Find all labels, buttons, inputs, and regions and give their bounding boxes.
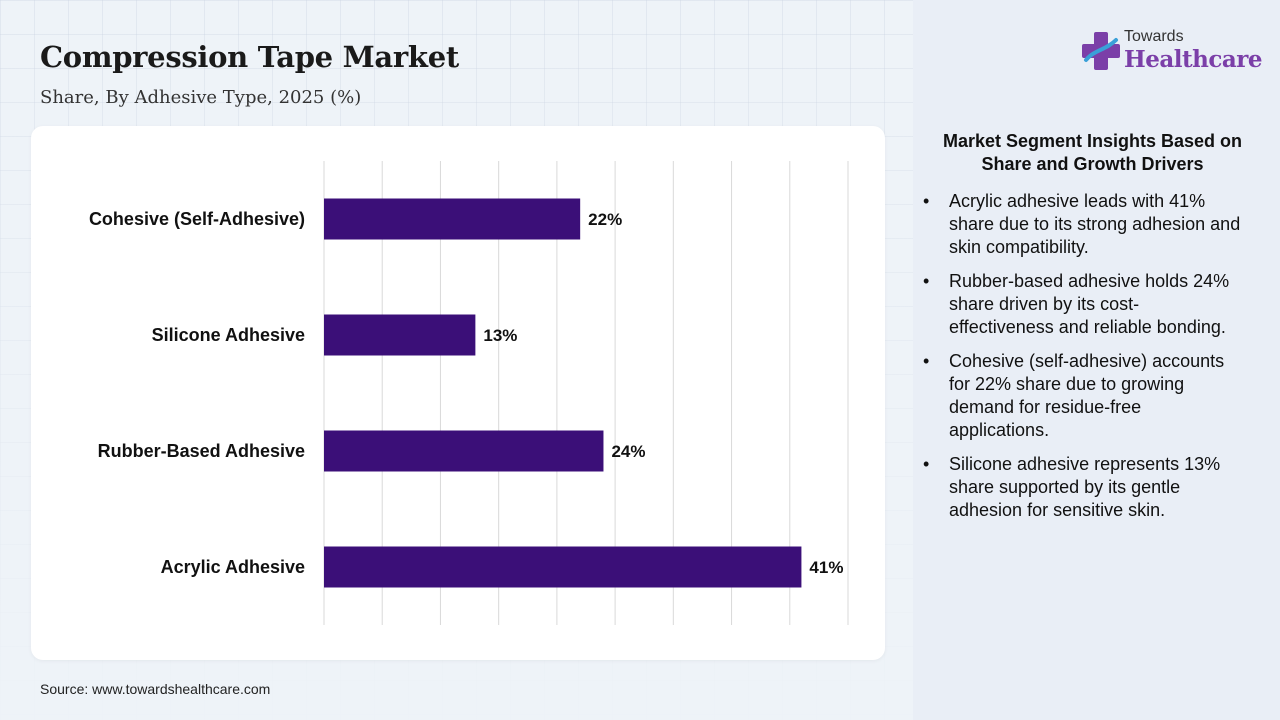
insight-item: • Acrylic adhesive leads with 41% share d… bbox=[923, 190, 1243, 259]
brand-logo: Towards Healthcare bbox=[1080, 28, 1263, 78]
data-label: 24% bbox=[611, 442, 645, 461]
bullet-icon: • bbox=[923, 191, 930, 211]
logo-text-towards: Towards bbox=[1124, 28, 1184, 45]
logo-text-healthcare: Healthcare bbox=[1124, 46, 1263, 73]
insight-item: • Silicone adhesive represents 13% share … bbox=[923, 453, 1243, 522]
bullet-icon: • bbox=[923, 351, 930, 371]
bar bbox=[324, 430, 604, 472]
bar bbox=[324, 314, 476, 356]
insight-text: Acrylic adhesive leads with 41% share du… bbox=[949, 191, 1241, 257]
insights-heading: Market Segment Insights Based on Share a… bbox=[942, 131, 1243, 174]
insight-text: Cohesive (self-adhesive) accounts for 22… bbox=[949, 351, 1225, 440]
chart-subtitle: Share, By Adhesive Type, 2025 (%) bbox=[40, 87, 362, 108]
insight-text: Rubber-based adhesive holds 24% share dr… bbox=[949, 271, 1230, 337]
chart-title: Compression Tape Market bbox=[40, 40, 459, 74]
category-label: Silicone Adhesive bbox=[152, 325, 305, 345]
medical-cross-icon bbox=[1082, 32, 1120, 70]
bullet-icon: • bbox=[923, 271, 930, 291]
category-label: Rubber-Based Adhesive bbox=[98, 441, 305, 461]
bar-chart: Cohesive (Self-Adhesive) 22% Silicone Adhe… bbox=[89, 161, 849, 625]
chart-card: Cohesive (Self-Adhesive) 22% Silicone Adhe… bbox=[31, 126, 885, 660]
insight-item: • Cohesive (self-adhesive) accounts for 2… bbox=[923, 350, 1243, 442]
insights-panel bbox=[913, 0, 1280, 720]
data-label: 13% bbox=[483, 326, 517, 345]
category-label: Acrylic Adhesive bbox=[161, 557, 305, 577]
source-note: Source: www.towardshealthcare.com bbox=[40, 681, 271, 697]
insight-item: • Rubber-based adhesive holds 24% share d… bbox=[923, 270, 1243, 339]
data-label: 41% bbox=[809, 558, 843, 577]
bar bbox=[324, 198, 581, 240]
data-label: 22% bbox=[588, 210, 622, 229]
bar bbox=[324, 546, 802, 588]
insight-text: Silicone adhesive represents 13% share s… bbox=[949, 454, 1221, 520]
category-label: Cohesive (Self-Adhesive) bbox=[89, 209, 305, 229]
insights-list: • Acrylic adhesive leads with 41% share d… bbox=[923, 190, 1243, 533]
bullet-icon: • bbox=[923, 454, 930, 474]
